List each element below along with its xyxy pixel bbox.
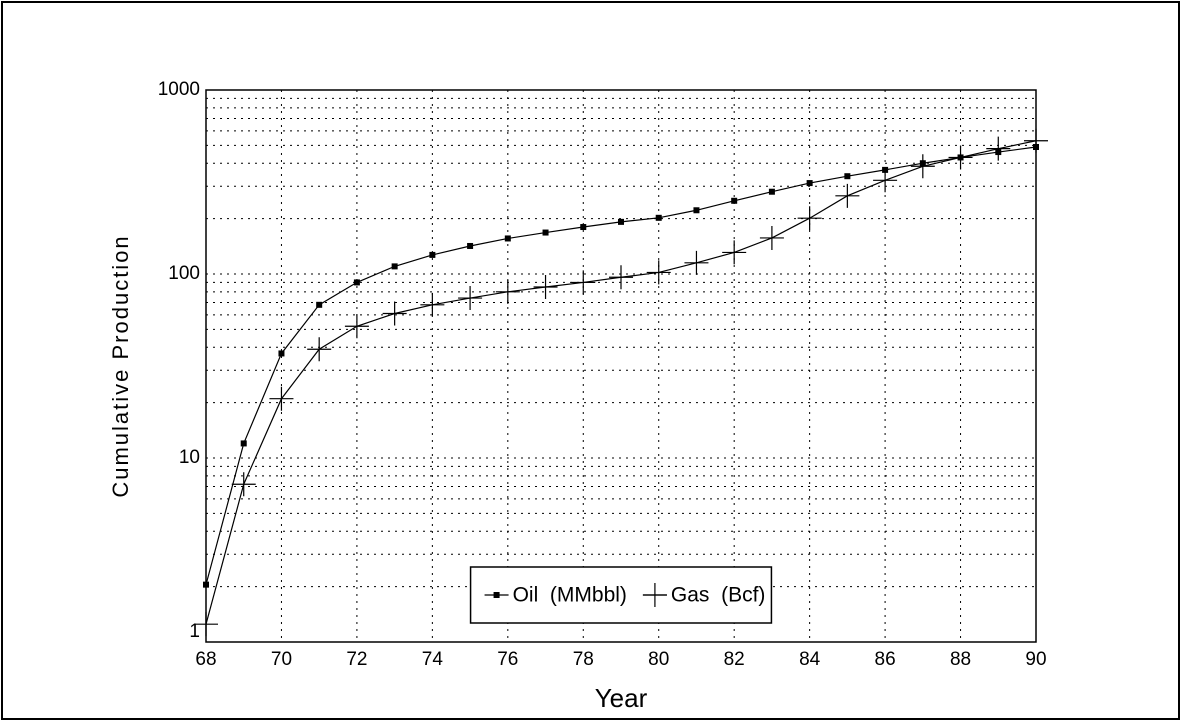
x-tick-label: 74 xyxy=(422,649,444,670)
marker xyxy=(609,265,633,290)
marker xyxy=(542,229,549,236)
x-tick-label: 84 xyxy=(799,649,821,670)
x-tick-label: 76 xyxy=(497,649,518,670)
legend-item: Gas (Bcf) xyxy=(642,583,766,607)
marker xyxy=(231,472,256,497)
marker xyxy=(493,592,500,598)
legend-label: Oil (MMbbl) xyxy=(513,584,627,607)
marker xyxy=(382,301,407,326)
marker xyxy=(797,206,822,231)
marker xyxy=(316,301,323,308)
marker xyxy=(504,235,511,242)
marker xyxy=(722,240,747,265)
marker xyxy=(458,286,483,311)
marker xyxy=(693,207,700,214)
legend-box xyxy=(469,566,773,624)
marker xyxy=(655,214,662,221)
x-tick-label: 88 xyxy=(950,649,971,670)
x-tick-label: 86 xyxy=(875,649,896,670)
marker xyxy=(344,314,369,339)
legend: Oil (MMbbl) Gas (Bcf) xyxy=(469,566,773,624)
series-line xyxy=(205,140,1037,625)
marker xyxy=(269,386,294,411)
marker xyxy=(759,225,784,250)
y-tick-label: 100 xyxy=(168,263,200,284)
x-tick-label: 90 xyxy=(1025,649,1046,670)
marker xyxy=(240,440,247,447)
marker xyxy=(731,197,738,204)
marker xyxy=(429,251,436,258)
y-tick-label: 10 xyxy=(179,447,200,468)
marker xyxy=(618,218,624,225)
x-axis-label: Year xyxy=(595,683,648,713)
x-tick-label: 82 xyxy=(724,649,745,670)
marker xyxy=(646,260,671,285)
y-tick-label: 1000 xyxy=(158,79,200,100)
marker xyxy=(533,274,558,299)
x-tick-label: 78 xyxy=(573,649,594,670)
marker xyxy=(353,279,360,286)
legend-label: Gas (Bcf) xyxy=(671,584,766,607)
legend-item: Oil (MMbbl) xyxy=(484,584,627,607)
marker xyxy=(1024,128,1048,153)
marker xyxy=(684,250,709,275)
marker xyxy=(420,292,445,317)
marker xyxy=(495,279,520,304)
marker xyxy=(806,180,813,187)
y-axis-label: Cumulative Production xyxy=(108,234,133,497)
series-line xyxy=(205,146,1037,585)
marker xyxy=(467,242,474,249)
marker xyxy=(910,154,935,179)
marker xyxy=(844,173,851,180)
x-tick-label: 80 xyxy=(648,649,669,670)
y-tick-label: 1 xyxy=(189,621,200,642)
marker xyxy=(391,263,398,270)
marker xyxy=(203,581,209,588)
marker xyxy=(278,350,285,357)
marker xyxy=(873,168,898,193)
marker xyxy=(768,188,775,195)
marker xyxy=(580,224,587,231)
x-tick-label: 72 xyxy=(346,649,367,670)
x-tick-label: 70 xyxy=(271,649,292,670)
marker xyxy=(307,337,332,362)
marker xyxy=(194,612,218,637)
marker xyxy=(571,270,596,295)
marker xyxy=(986,136,1011,161)
marker xyxy=(948,145,973,170)
marker xyxy=(642,583,667,607)
x-tick-label: 68 xyxy=(195,649,216,670)
marker xyxy=(835,183,860,208)
plot-area xyxy=(205,89,1037,643)
